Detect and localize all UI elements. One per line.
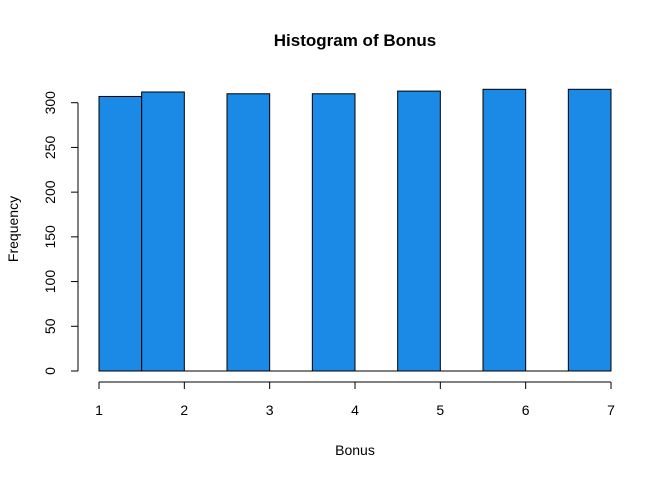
y-tick-label: 50 bbox=[42, 318, 58, 334]
x-tick-label: 3 bbox=[266, 402, 274, 418]
x-axis: 1 2 3 4 5 6 7 bbox=[95, 381, 615, 418]
y-tick-label: 150 bbox=[42, 225, 58, 249]
x-tick-label: 5 bbox=[436, 402, 444, 418]
y-tick-label: 250 bbox=[42, 136, 58, 160]
y-tick-label: 100 bbox=[42, 270, 58, 294]
histogram-bar bbox=[482, 88, 527, 372]
x-tick-label: 6 bbox=[522, 402, 530, 418]
y-axis: 0 50 100 150 200 250 300 bbox=[42, 91, 79, 375]
histogram-bar bbox=[98, 95, 143, 372]
x-tick-label: 1 bbox=[95, 402, 103, 418]
chart-title: Histogram of Bonus bbox=[274, 31, 436, 50]
x-axis-label: Bonus bbox=[335, 442, 375, 458]
bars-group bbox=[98, 88, 612, 372]
histogram-bar bbox=[567, 88, 612, 372]
y-tick-label: 0 bbox=[42, 367, 58, 375]
histogram-bar bbox=[226, 93, 271, 372]
x-tick-label: 4 bbox=[351, 402, 359, 418]
histogram-bar bbox=[141, 91, 185, 372]
y-tick-label: 300 bbox=[42, 91, 58, 115]
histogram-bar bbox=[397, 90, 441, 372]
y-tick-label: 200 bbox=[42, 180, 58, 204]
x-tick-label: 7 bbox=[607, 402, 615, 418]
x-tick-label: 2 bbox=[180, 402, 188, 418]
histogram-bar bbox=[311, 93, 356, 372]
y-axis-label: Frequency bbox=[5, 196, 21, 262]
